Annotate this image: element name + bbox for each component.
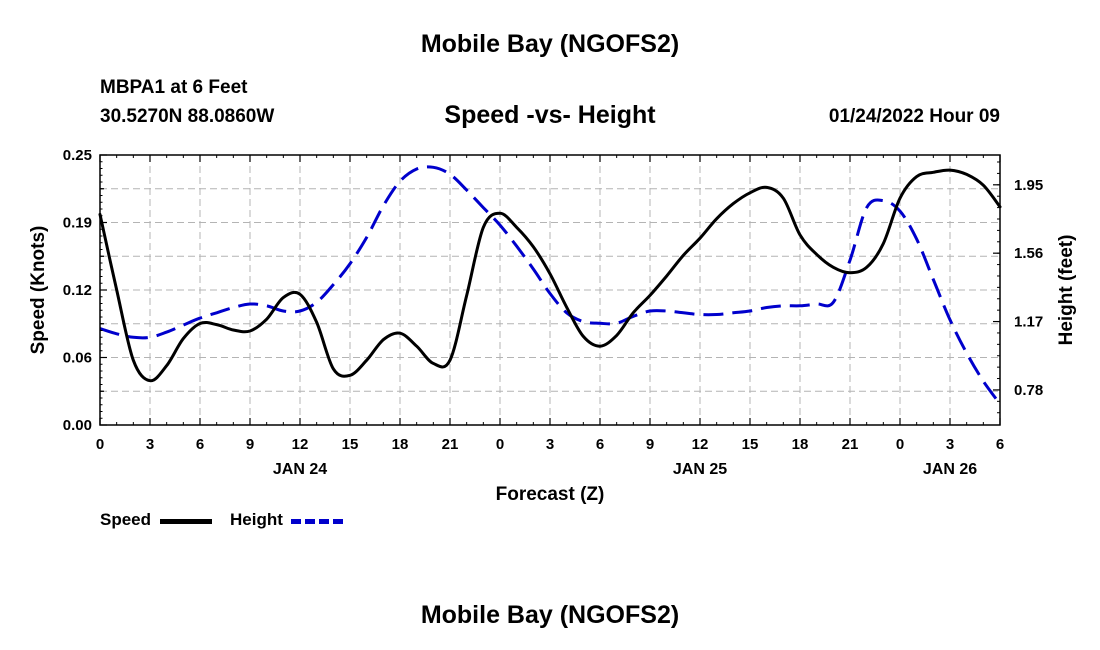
x-tick-label: 12: [692, 436, 709, 453]
station-name: MBPA1 at 6 Feet: [100, 77, 248, 98]
y2-tick-label: 1.56: [1014, 245, 1043, 262]
y-tick-label: 0.12: [63, 282, 92, 299]
y2-axis-title: Height (feet): [1056, 235, 1077, 346]
y-axis-title: Speed (Knots): [28, 226, 49, 355]
x-tick-label: 6: [596, 436, 604, 453]
x-tick-label: 21: [842, 436, 859, 453]
x-tick-label: 18: [392, 436, 409, 453]
y-tick-label: 0.25: [63, 147, 92, 164]
y-tick-label: 0.19: [63, 215, 92, 232]
y-tick-label: 0.00: [63, 417, 92, 434]
y2-tick-label: 0.78: [1014, 382, 1043, 399]
x-tick-label: 6: [996, 436, 1004, 453]
forecast-run-time: 01/24/2022 Hour 09: [828, 106, 1000, 127]
page-title: Mobile Bay (NGOFS2): [420, 30, 680, 58]
day-label: JAN 24: [273, 461, 327, 478]
day-label: JAN 25: [673, 461, 727, 478]
legend-speed-label: Speed: [100, 510, 152, 529]
x-tick-label: 0: [96, 436, 104, 453]
series-line-height: [99, 165, 1002, 405]
series-line-speed: [98, 168, 1002, 383]
x-tick-label: 0: [496, 436, 504, 453]
legend-height-swatch: [291, 519, 343, 524]
x-tick-label: 18: [792, 436, 809, 453]
x-tick-label: 15: [342, 436, 359, 453]
legend-speed-swatch: [160, 519, 212, 524]
legend-height-label: Height: [230, 510, 283, 529]
x-tick-label: 0: [896, 436, 904, 453]
station-coordinates: 30.5270N 88.0860W: [100, 106, 275, 127]
x-tick-label: 21: [442, 436, 459, 453]
x-tick-label: 12: [292, 436, 309, 453]
chart-subtitle: Speed -vs- Height: [444, 101, 656, 129]
series-layer: [98, 165, 1002, 405]
x-tick-label: 3: [946, 436, 954, 453]
x-tick-label: 9: [246, 436, 254, 453]
x-tick-label: 6: [196, 436, 204, 453]
footer-title: Mobile Bay (NGOFS2): [420, 601, 680, 629]
x-axis-title: Forecast (Z): [496, 484, 605, 505]
grid-layer: [100, 155, 1000, 425]
y2-tick-label: 1.17: [1014, 314, 1043, 331]
speed-height-chart: 0 3 6 9 12 15 18 21 0 3 6 9 12 15 18 21 0 3 6 JAN 24 JAN 25 J…: [28, 147, 1077, 505]
tick-layer: [99, 154, 1001, 426]
y-tick-label: 0.06: [63, 350, 92, 367]
x-tick-label: 15: [742, 436, 759, 453]
x-tick-label: 3: [146, 436, 154, 453]
y2-tick-label: 1.95: [1014, 177, 1043, 194]
day-label: JAN 26: [923, 461, 977, 478]
label-layer: 0 3 6 9 12 15 18 21 0 3 6 9 12 15 18 21 0 3 6 JAN 24 JAN 25 J…: [63, 147, 1043, 478]
x-tick-label: 3: [546, 436, 554, 453]
x-tick-label: 9: [646, 436, 654, 453]
